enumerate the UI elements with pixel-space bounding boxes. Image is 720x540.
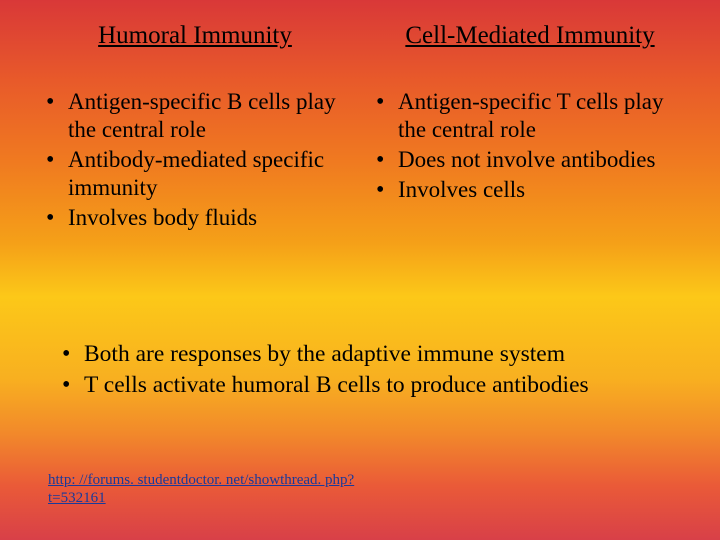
link-text-line2: t=532161 xyxy=(48,490,106,506)
right-column: Cell-Mediated Immunity Antigen-specific … xyxy=(360,22,690,234)
list-item: Antibody-mediated specific immunity xyxy=(46,146,350,202)
left-column: Humoral Immunity Antigen-specific B cell… xyxy=(30,22,360,234)
list-item: Both are responses by the adaptive immun… xyxy=(62,340,680,369)
bottom-bullet-list: Both are responses by the adaptive immun… xyxy=(46,340,690,399)
bottom-block: Both are responses by the adaptive immun… xyxy=(0,340,720,399)
right-bullet-list: Antigen-specific T cells play the centra… xyxy=(360,88,690,204)
right-heading: Cell-Mediated Immunity xyxy=(360,22,690,50)
list-item: T cells activate humoral B cells to prod… xyxy=(62,371,680,400)
left-bullet-list: Antigen-specific B cells play the centra… xyxy=(30,88,360,232)
list-item: Antigen-specific B cells play the centra… xyxy=(46,88,350,144)
link-text-line1: http: //forums. studentdoctor. net/showt… xyxy=(48,472,354,488)
list-item: Antigen-specific T cells play the centra… xyxy=(376,88,680,144)
list-item: Involves body fluids xyxy=(46,204,350,232)
source-link-block: http: //forums. studentdoctor. net/showt… xyxy=(48,471,354,509)
list-item: Involves cells xyxy=(376,176,680,204)
left-heading: Humoral Immunity xyxy=(30,22,360,50)
list-item: Does not involve antibodies xyxy=(376,146,680,174)
source-link[interactable]: http: //forums. studentdoctor. net/showt… xyxy=(48,472,354,507)
two-column-layout: Humoral Immunity Antigen-specific B cell… xyxy=(0,0,720,234)
